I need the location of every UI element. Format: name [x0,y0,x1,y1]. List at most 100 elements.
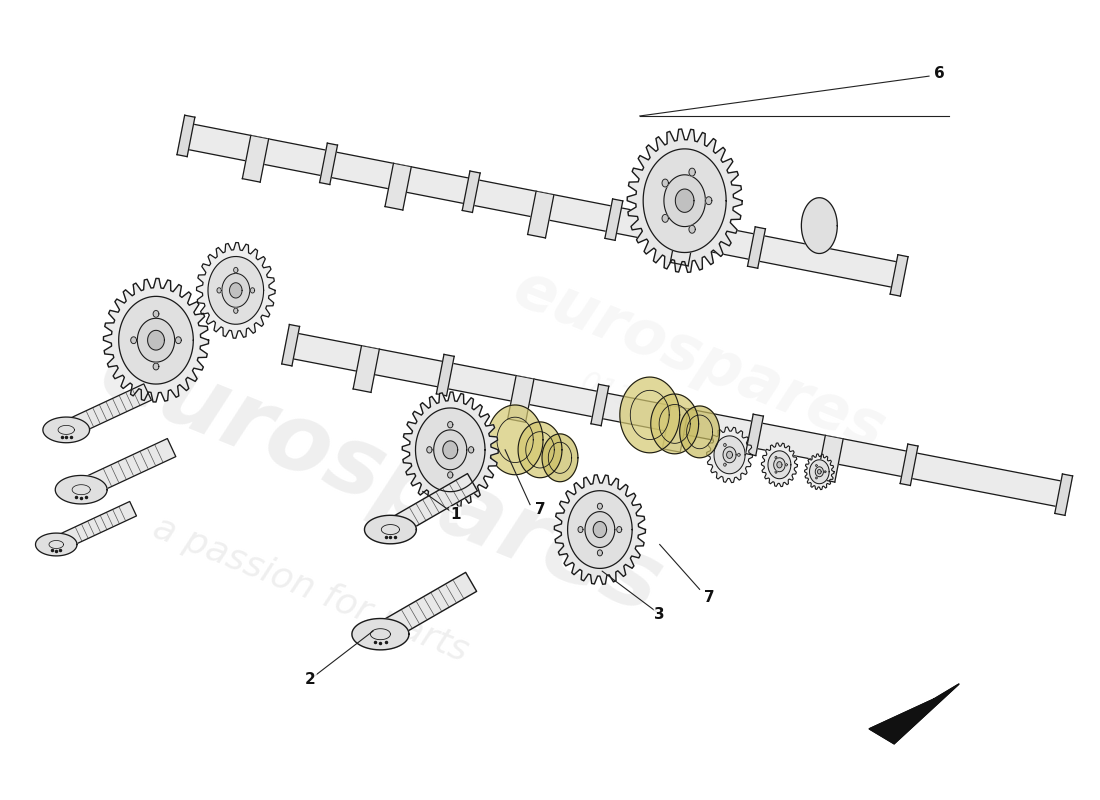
Polygon shape [153,363,158,370]
Polygon shape [288,333,1066,507]
Polygon shape [251,288,254,293]
Polygon shape [768,451,791,478]
Polygon shape [427,446,432,453]
Polygon shape [617,526,621,533]
Polygon shape [802,198,837,254]
Polygon shape [233,267,238,273]
Polygon shape [448,472,453,478]
Polygon shape [664,174,705,226]
Polygon shape [662,179,669,187]
Polygon shape [705,197,712,205]
Polygon shape [815,466,824,477]
Polygon shape [689,226,695,234]
Polygon shape [804,454,834,490]
Polygon shape [184,123,902,288]
Polygon shape [1055,474,1072,515]
Polygon shape [714,436,745,474]
Polygon shape [738,454,740,456]
Polygon shape [242,135,268,182]
Polygon shape [670,219,696,266]
Polygon shape [900,444,918,486]
Polygon shape [568,490,632,569]
Polygon shape [385,474,477,538]
Polygon shape [138,318,175,362]
Polygon shape [233,308,238,314]
Polygon shape [591,384,608,426]
Polygon shape [364,515,416,544]
Polygon shape [469,446,474,453]
Polygon shape [443,441,458,458]
Polygon shape [810,460,829,484]
Polygon shape [217,288,221,293]
Polygon shape [462,171,481,213]
Polygon shape [528,191,554,238]
Text: 2: 2 [305,671,316,686]
Polygon shape [320,143,338,185]
Polygon shape [103,278,209,402]
Polygon shape [605,199,623,240]
Polygon shape [177,115,195,157]
Polygon shape [375,572,476,644]
Polygon shape [63,384,152,438]
Polygon shape [437,354,454,396]
Polygon shape [385,163,411,210]
Polygon shape [448,422,453,428]
Polygon shape [197,242,275,338]
Polygon shape [748,227,766,268]
Text: 3: 3 [654,606,666,622]
Polygon shape [869,684,959,744]
Polygon shape [353,346,380,392]
Polygon shape [723,447,736,462]
Polygon shape [761,443,798,486]
Text: 0114 248 0100: 0114 248 0100 [576,367,783,473]
Text: 7: 7 [704,590,715,605]
Text: eurospares: eurospares [86,325,674,634]
Polygon shape [403,392,498,508]
Polygon shape [554,475,646,584]
Polygon shape [627,129,743,272]
Text: 1: 1 [450,507,461,522]
Polygon shape [824,470,826,473]
Polygon shape [815,465,817,466]
Polygon shape [131,337,136,344]
Polygon shape [890,254,909,296]
Polygon shape [817,435,844,482]
Polygon shape [619,377,680,453]
Polygon shape [147,330,164,350]
Text: a passion for parts: a passion for parts [148,510,473,668]
Polygon shape [508,375,534,422]
Polygon shape [222,274,250,307]
Polygon shape [176,337,182,344]
Polygon shape [542,434,578,482]
Polygon shape [724,463,726,466]
Polygon shape [597,503,603,510]
Polygon shape [230,282,242,298]
Polygon shape [43,417,89,442]
Polygon shape [776,471,777,474]
Polygon shape [282,325,299,366]
Polygon shape [644,149,726,253]
Polygon shape [777,462,782,468]
Polygon shape [585,512,615,547]
Polygon shape [776,456,777,458]
Polygon shape [662,406,689,452]
Polygon shape [773,458,785,472]
Polygon shape [518,422,562,478]
Polygon shape [119,296,194,384]
Polygon shape [55,475,107,504]
Polygon shape [208,257,264,324]
Polygon shape [675,189,694,212]
Polygon shape [815,477,817,479]
Text: eurospares: eurospares [505,258,894,462]
Polygon shape [706,427,752,482]
Polygon shape [662,214,669,222]
Polygon shape [651,394,698,454]
Polygon shape [77,438,176,498]
Polygon shape [153,310,158,318]
Polygon shape [746,414,763,455]
Polygon shape [352,618,409,650]
Polygon shape [727,451,733,458]
Polygon shape [416,408,485,492]
Polygon shape [593,522,606,538]
Polygon shape [785,463,788,466]
